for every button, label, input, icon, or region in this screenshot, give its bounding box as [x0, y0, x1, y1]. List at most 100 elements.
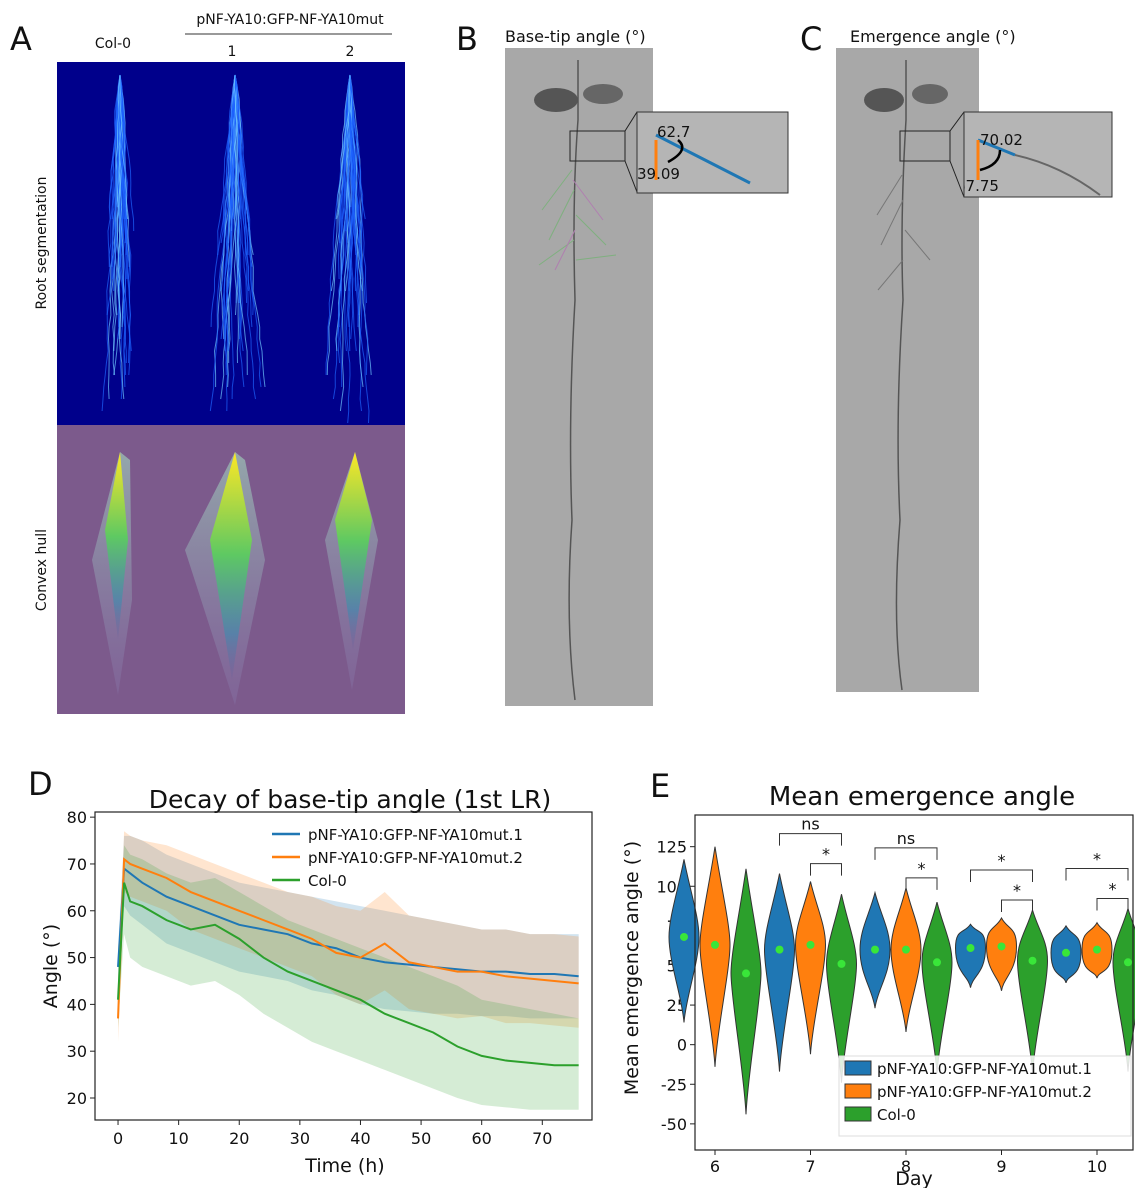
- legend-label: Col-0: [877, 1106, 916, 1124]
- x-tick-label: 20: [229, 1129, 249, 1148]
- mean-marker: [806, 940, 815, 949]
- sig-label: *: [1013, 881, 1021, 900]
- y-tick-label: 0: [677, 1036, 687, 1055]
- root: [118, 74, 125, 232]
- sig-bracket: [810, 863, 842, 876]
- inset-angle: 39.09: [637, 165, 680, 183]
- root: [115, 74, 121, 208]
- col-label: 1: [228, 44, 237, 60]
- mean-marker: [711, 940, 719, 949]
- band: [118, 831, 579, 1042]
- sig-label: *: [918, 859, 926, 878]
- x-tick-label: 9: [996, 1157, 1006, 1176]
- mean-marker: [871, 945, 879, 954]
- root: [234, 74, 254, 316]
- row-label: Convex hull: [34, 529, 50, 611]
- sig-bracket: [1065, 867, 1129, 881]
- legend-swatch: [844, 1106, 872, 1122]
- plot-frame: [694, 814, 1134, 1151]
- violin: [921, 901, 953, 1074]
- x-tick-label: 7: [805, 1157, 815, 1176]
- sig-bracket: [970, 869, 1033, 883]
- sig-bracket: [905, 877, 938, 890]
- panel-letter: D: [28, 765, 53, 803]
- sig-label: ns: [897, 829, 915, 848]
- panel-letter: A: [10, 20, 32, 58]
- y-tick-label: 50: [67, 949, 87, 968]
- violin: [699, 846, 731, 1067]
- band: [118, 835, 579, 1019]
- legend-swatch: [844, 1083, 872, 1099]
- mean-marker: [1124, 958, 1132, 967]
- mean-marker: [933, 958, 941, 967]
- hull: [105, 452, 128, 640]
- x-tick-label: 40: [350, 1129, 370, 1148]
- violin: [954, 923, 987, 988]
- legend-label: Col-0: [308, 872, 347, 890]
- legend-label: pNF-YA10:GFP-NF-YA10mut.2: [877, 1083, 1092, 1101]
- sig-label: *: [1093, 849, 1101, 868]
- root: [330, 74, 351, 292]
- x-tick-label: 10: [1087, 1157, 1107, 1176]
- root: [234, 74, 248, 256]
- y-tick-label: 60: [67, 902, 87, 921]
- panel-letter: E: [650, 767, 670, 805]
- hull: [335, 452, 372, 650]
- root: [220, 74, 236, 244]
- root: [233, 74, 248, 376]
- convex-hulls: [92, 452, 378, 705]
- x-tick-label: 30: [290, 1129, 310, 1148]
- mean-marker: [1028, 956, 1037, 965]
- hull: [210, 452, 252, 680]
- sig-bracket: [779, 833, 842, 846]
- sig-bracket: [874, 847, 938, 860]
- x-tick-label: 8: [901, 1157, 911, 1176]
- line: [117, 857, 579, 1019]
- mean-marker: [742, 969, 750, 978]
- root: [339, 74, 351, 412]
- violin: [985, 916, 1018, 991]
- col-label: Col-0: [95, 36, 131, 52]
- panel-title: Base-tip angle (°): [505, 27, 646, 46]
- mean-marker: [997, 942, 1006, 951]
- violin: [730, 868, 762, 1115]
- x-tick-label: 50: [411, 1129, 431, 1148]
- x-tick-label: 60: [472, 1129, 492, 1148]
- violin: [1016, 908, 1049, 1074]
- y-tick-label: -25: [661, 1075, 687, 1094]
- chart-title: Mean emergence angle: [769, 782, 1075, 812]
- y-tick-label: 125: [656, 838, 687, 857]
- panel-title: Emergence angle (°): [850, 27, 1016, 46]
- y-tick-label: 80: [67, 808, 87, 827]
- mean-marker: [837, 959, 846, 968]
- legend-box: [838, 1055, 1132, 1137]
- root: [119, 74, 132, 352]
- violin: [1112, 906, 1135, 1072]
- root: [335, 74, 351, 220]
- root: [337, 74, 351, 364]
- mean-marker: [680, 932, 688, 941]
- x-tick-label: 6: [710, 1157, 720, 1176]
- root-segmentation: [101, 74, 372, 424]
- legend-label: pNF-YA10:GFP-NF-YA10mut.2: [308, 849, 523, 867]
- inset-angle: 70.02: [980, 131, 1023, 149]
- sig-bracket: [1096, 897, 1129, 911]
- y-tick-label: 30: [67, 1042, 87, 1061]
- y-tick-label: 20: [67, 1089, 87, 1108]
- root: [349, 74, 367, 304]
- mean-marker: [966, 944, 975, 953]
- violin: [794, 881, 827, 1055]
- x-axis-label: Time (h): [304, 1155, 384, 1177]
- x-tick-label: 70: [532, 1129, 552, 1148]
- sig-label: ns: [801, 815, 819, 834]
- violin: [763, 873, 796, 1072]
- group-label: pNF-YA10:GFP-NF-YA10mut: [196, 12, 384, 28]
- band: [118, 845, 579, 1110]
- root: [234, 74, 248, 304]
- violin: [890, 887, 922, 1033]
- sig-label: *: [1109, 879, 1117, 898]
- x-axis-label: Day: [895, 1168, 933, 1188]
- inset-angle: 62.7: [657, 123, 690, 141]
- line: [117, 882, 579, 1067]
